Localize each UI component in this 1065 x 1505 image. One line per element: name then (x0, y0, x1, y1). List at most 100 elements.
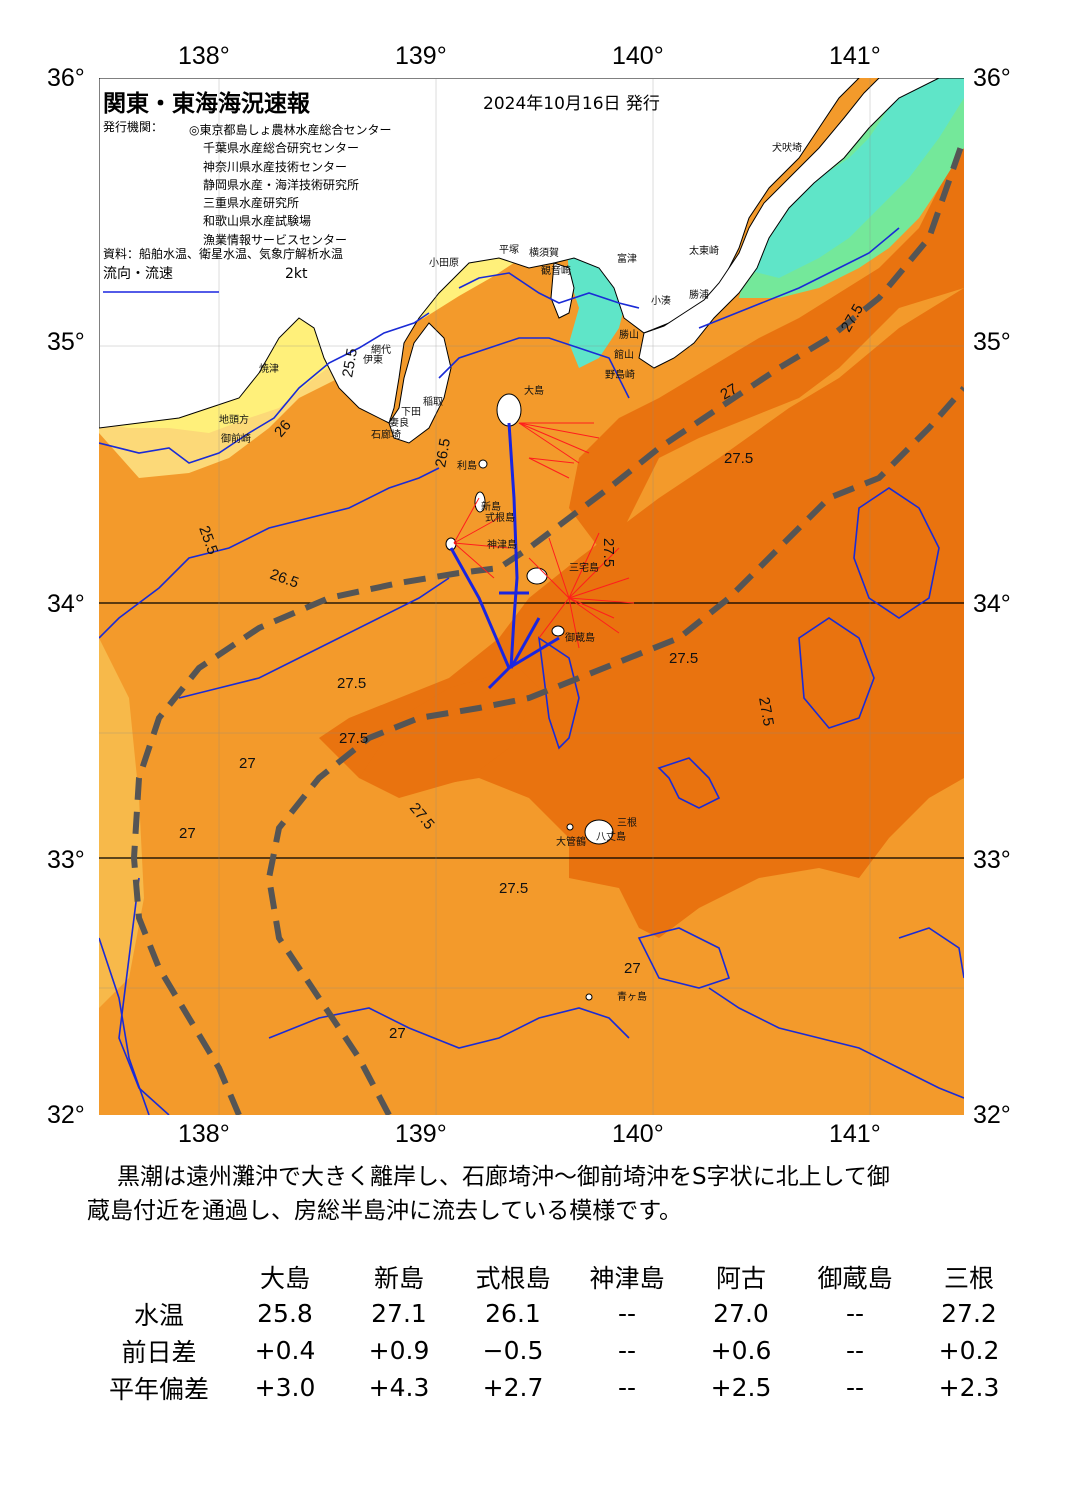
contour-label-26-5-a: 26.5 (432, 437, 454, 469)
flow-legend-scale: 2kt (285, 266, 308, 282)
place-yokosuka: 横須賀 (529, 246, 559, 259)
contour-label-27-5-c: 27.5 (600, 538, 617, 567)
lat-label-35-right: 35° (973, 328, 1011, 356)
place-kannonzaki: 観音崎 (541, 264, 571, 277)
place-mikurajima: 御蔵島 (565, 631, 595, 644)
place-yaizu: 焼津 (259, 363, 279, 375)
place-kubota: 勝山 (619, 328, 639, 341)
lon-label-138-bottom: 138° (178, 1120, 230, 1148)
sea-temperature-map: 25.5 26 26.5 25.5 26.5 27 27.5 27.5 27.5… (99, 78, 964, 1115)
table-cell: −0.5 (482, 1336, 544, 1365)
contour-label-27-5-e: 27.5 (339, 730, 368, 747)
place-chikyukata: 地頭方 (219, 413, 249, 426)
station-header: 神津島 (589, 1263, 665, 1293)
island-oshima (496, 393, 522, 427)
issuer-item: 漁業情報サービスセンター (203, 232, 348, 247)
issuer-item: 神奈川県水産技術センター (203, 159, 348, 174)
table-cell: +2.7 (482, 1373, 544, 1402)
lat-label-33-right: 33° (973, 846, 1011, 874)
sea-cool-west (99, 638, 144, 1008)
island-miyakejima (526, 567, 548, 585)
place-odawara: 小田原 (429, 257, 459, 269)
table-row: 前日差 +0.4 +0.9 −0.5 -- +0.6 -- +0.2 (90, 1332, 1026, 1369)
row-label-water-temp: 水温 (133, 1300, 184, 1330)
table-corner (90, 1258, 228, 1295)
island-hachijojima (584, 819, 614, 845)
place-nojimazaki: 野島崎 (605, 368, 635, 381)
lat-label-32-right: 32° (973, 1101, 1011, 1129)
summary-line: 蔵島付近を通過し、房総半島沖に流去している模様です。 (87, 1198, 683, 1224)
lat-label-34-left: 34° (47, 590, 85, 618)
table-cell: -- (845, 1373, 865, 1402)
table-cell: 26.1 (485, 1299, 541, 1328)
contour-label-27-b: 27 (239, 755, 256, 772)
lat-label-32-left: 32° (47, 1101, 85, 1129)
place-oshima: 大島 (524, 384, 544, 397)
contour-label-27-5-g: 27.5 (755, 696, 777, 728)
lat-label-34-right: 34° (973, 590, 1011, 618)
temperature-contours (99, 227, 964, 1115)
land-honshu (99, 78, 860, 429)
lon-label-139-bottom: 139° (395, 1120, 447, 1148)
table-cell: +0.9 (368, 1336, 430, 1365)
table-cell: -- (617, 1373, 637, 1402)
issuer-item: ◎東京都島しょ農林水産総合センター (189, 123, 392, 137)
data-sources: 資料：船舶水温、衛星水温、気象庁解析水温 (103, 247, 344, 261)
observation-table: 大島 新島 式根島 神津島 阿古 御蔵島 三根 水温 25.8 27.1 26.… (90, 1258, 1026, 1406)
lat-label-36-right: 36° (973, 64, 1011, 92)
lat-label-36-left: 36° (47, 64, 85, 92)
place-kozushima: 神津島 (487, 538, 517, 551)
row-label-daily-diff: 前日差 (121, 1337, 197, 1367)
place-katsuura: 勝浦 (689, 288, 709, 301)
contour-label-27-a2: 27 (179, 825, 196, 842)
place-miyakejima: 三宅島 (569, 561, 599, 574)
land-boso (638, 78, 964, 369)
table-cell: +0.2 (938, 1336, 1000, 1365)
table-row: 平年偏差 +3.0 +4.3 +2.7 -- +2.5 -- +2.3 (90, 1369, 1026, 1406)
table-cell: +4.3 (368, 1373, 430, 1402)
summary-text: 黒潮は遠州灘沖で大きく離岸し、石廊埼沖～御前埼沖をS字状に北上して御 蔵島付近を… (87, 1160, 997, 1228)
table-cell: 27.2 (941, 1299, 997, 1328)
table-cell: +2.5 (710, 1373, 772, 1402)
station-header: 三根 (943, 1263, 994, 1293)
place-kominato: 小湊 (651, 294, 671, 307)
island-mikurajima (551, 625, 565, 637)
island-toshima (478, 459, 488, 469)
place-tateyama: 館山 (614, 348, 634, 361)
lat-label-35-left: 35° (47, 328, 85, 356)
place-mera: 妻良 (389, 416, 409, 429)
place-inubosaki: 犬吠埼 (772, 141, 802, 154)
issuer-label: 発行機関： (103, 120, 164, 134)
issuer-item: 三重県水産研究所 (203, 196, 300, 211)
place-irozaki: 石廊埼 (371, 428, 401, 441)
contour-label-27-5-d: 27.5 (337, 675, 366, 692)
place-ito: 伊東 (363, 353, 383, 366)
issuer-list: ◎東京都島しょ農林水産総合センター 千葉県水産総合研究センター 神奈川県水産技術… (189, 121, 391, 249)
contour-label-27-5-f: 27.5 (669, 650, 698, 667)
place-futtsu: 富津 (617, 252, 637, 265)
place-hachijojima: 八丈島 (596, 830, 626, 843)
flow-vectors-red (453, 422, 635, 649)
lon-label-139-top: 139° (395, 42, 447, 70)
table-cell: -- (845, 1299, 865, 1328)
table-cell: -- (617, 1299, 637, 1328)
sea-warmest-kuroshio (319, 288, 964, 938)
lon-label-140-top: 140° (612, 42, 664, 70)
place-toshima: 利島 (457, 459, 477, 472)
place-mine: 三根 (617, 816, 637, 829)
contour-label-27-a: 27 (718, 380, 741, 403)
map-title: 関東・東海海況速報 (103, 91, 310, 117)
contour-label-25-5-a: 25.5 (339, 347, 361, 379)
table-cell: +0.4 (254, 1336, 316, 1365)
island-aogashima (585, 993, 593, 1001)
station-header: 阿古 (715, 1263, 766, 1293)
contour-label-27-d: 27 (624, 960, 641, 977)
contour-label-27-c: 27 (389, 1025, 406, 1042)
grid-minor (99, 78, 964, 1115)
place-hiratsuka: 平塚 (499, 244, 519, 256)
row-label-normal-anomaly: 平年偏差 (108, 1374, 209, 1404)
place-daikokudo: 大管鶴 (556, 835, 586, 848)
sea-warmest-east-top (569, 78, 964, 548)
grid-major (99, 602, 964, 859)
table-cell: +2.3 (938, 1373, 1000, 1402)
